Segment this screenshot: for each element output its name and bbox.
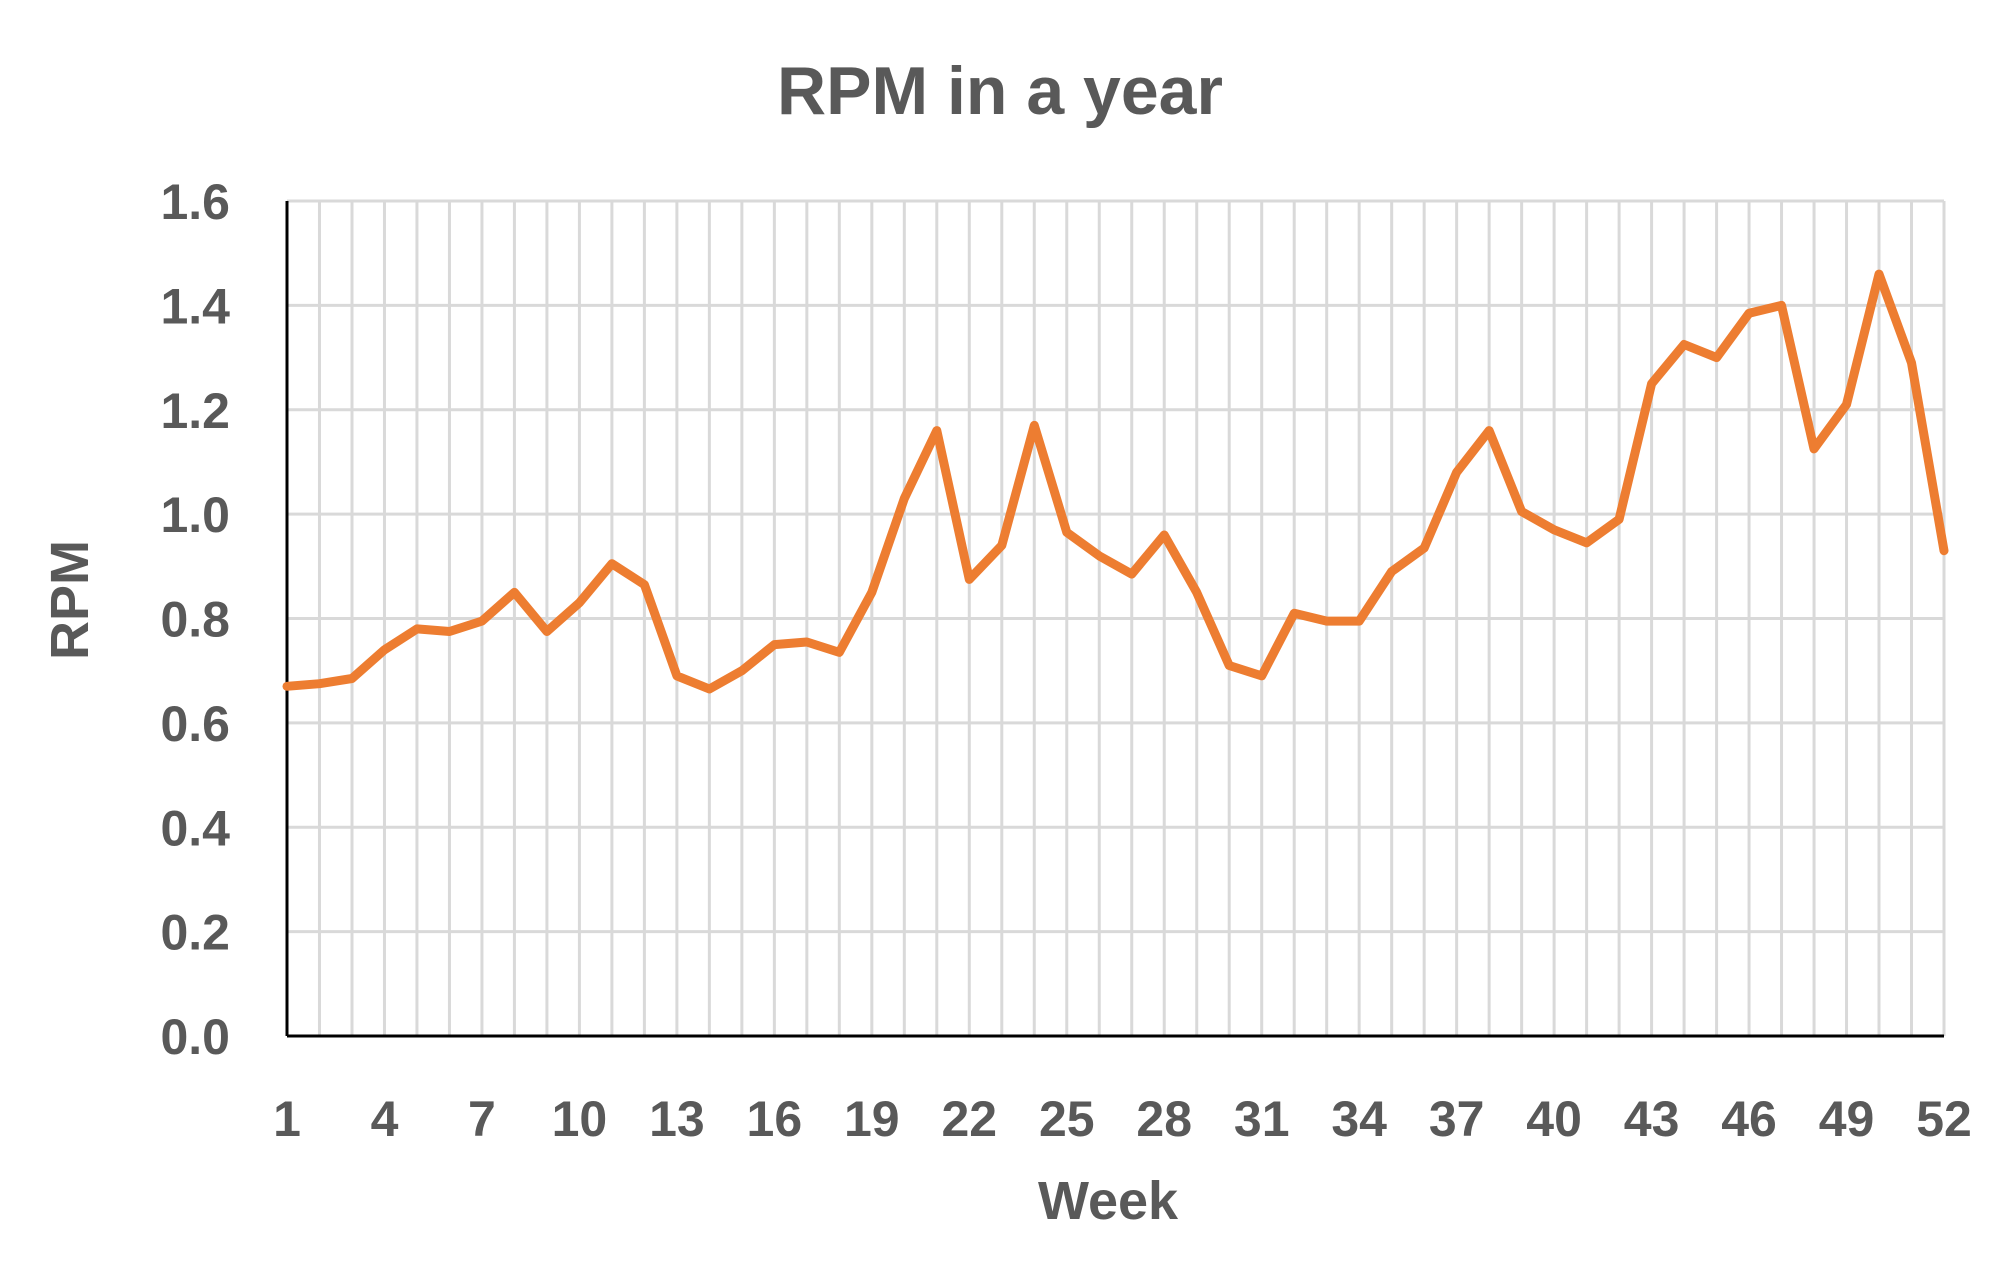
data-point bbox=[1586, 542, 1587, 543]
data-point bbox=[1326, 621, 1327, 622]
data-point bbox=[1619, 519, 1620, 520]
x-tick-label: 37 bbox=[1429, 1091, 1485, 1147]
x-tick-label: 19 bbox=[844, 1091, 900, 1147]
y-tick-label: 0.6 bbox=[160, 696, 230, 752]
x-tick-label: 10 bbox=[552, 1091, 608, 1147]
x-tick-label: 13 bbox=[649, 1091, 705, 1147]
series-line bbox=[282, 269, 1949, 694]
chart-title: RPM in a year bbox=[777, 53, 1223, 129]
data-point bbox=[1229, 665, 1230, 666]
data-point bbox=[287, 686, 288, 687]
y-tick-label: 0.8 bbox=[160, 592, 230, 648]
data-point bbox=[1294, 613, 1295, 614]
data-point bbox=[1001, 545, 1002, 546]
data-point bbox=[644, 584, 645, 585]
data-point bbox=[546, 631, 547, 632]
x-tick-label: 49 bbox=[1819, 1091, 1875, 1147]
x-tick-label: 4 bbox=[371, 1091, 399, 1147]
data-point bbox=[1684, 344, 1685, 345]
x-tick-label: 1 bbox=[273, 1091, 301, 1147]
x-tick-label: 43 bbox=[1624, 1091, 1680, 1147]
data-point bbox=[1066, 532, 1067, 533]
x-tick-label: 52 bbox=[1916, 1091, 1972, 1147]
data-point bbox=[449, 631, 450, 632]
x-tick-label: 28 bbox=[1136, 1091, 1192, 1147]
data-point bbox=[611, 563, 612, 564]
data-point bbox=[709, 688, 710, 689]
data-point bbox=[936, 430, 937, 431]
data-point bbox=[1391, 571, 1392, 572]
data-point bbox=[416, 628, 417, 629]
x-tick-label: 7 bbox=[468, 1091, 496, 1147]
x-tick-label: 25 bbox=[1039, 1091, 1095, 1147]
data-point bbox=[1716, 357, 1717, 358]
data-point bbox=[871, 592, 872, 593]
data-point bbox=[1359, 621, 1360, 622]
data-point bbox=[1424, 548, 1425, 549]
data-point bbox=[1099, 555, 1100, 556]
data-point bbox=[1879, 274, 1880, 275]
y-tick-label: 0.4 bbox=[160, 800, 230, 856]
data-point bbox=[319, 683, 320, 684]
data-point bbox=[1521, 511, 1522, 512]
data-point bbox=[1944, 550, 1945, 551]
data-point bbox=[1651, 383, 1652, 384]
data-point bbox=[514, 592, 515, 593]
x-tick-label: 16 bbox=[747, 1091, 803, 1147]
data-point bbox=[676, 675, 677, 676]
data-point bbox=[1489, 430, 1490, 431]
data-point bbox=[1846, 404, 1847, 405]
data-point bbox=[969, 579, 970, 580]
y-tick-label: 1.2 bbox=[160, 383, 230, 439]
y-tick-label: 1.0 bbox=[160, 487, 230, 543]
x-tick-label: 22 bbox=[941, 1091, 997, 1147]
data-point bbox=[1164, 535, 1165, 536]
x-axis-title: Week bbox=[1037, 1171, 1179, 1231]
data-point bbox=[481, 621, 482, 622]
data-point bbox=[1196, 592, 1197, 593]
data-point bbox=[1781, 305, 1782, 306]
data-point bbox=[1814, 448, 1815, 449]
data-point bbox=[351, 678, 352, 679]
x-tick-label: 46 bbox=[1721, 1091, 1777, 1147]
y-tick-label: 0.2 bbox=[160, 905, 230, 961]
data-point bbox=[1554, 529, 1555, 530]
data-point bbox=[839, 652, 840, 653]
data-point bbox=[1131, 574, 1132, 575]
data-point bbox=[1911, 362, 1912, 363]
data-point bbox=[1456, 472, 1457, 473]
data-point bbox=[579, 602, 580, 603]
data-point bbox=[904, 498, 905, 499]
data-point bbox=[1749, 313, 1750, 314]
data-point bbox=[1034, 425, 1035, 426]
data-point bbox=[806, 641, 807, 642]
y-tick-label: 1.4 bbox=[160, 278, 230, 334]
x-tick-label: 40 bbox=[1526, 1091, 1582, 1147]
y-tick-label: 1.6 bbox=[160, 174, 230, 230]
data-point bbox=[384, 649, 385, 650]
data-point bbox=[1261, 675, 1262, 676]
x-tick-label: 31 bbox=[1234, 1091, 1290, 1147]
data-point bbox=[741, 670, 742, 671]
data-point bbox=[774, 644, 775, 645]
y-tick-label: 0.0 bbox=[160, 1009, 230, 1065]
x-tick-label: 34 bbox=[1331, 1091, 1387, 1147]
